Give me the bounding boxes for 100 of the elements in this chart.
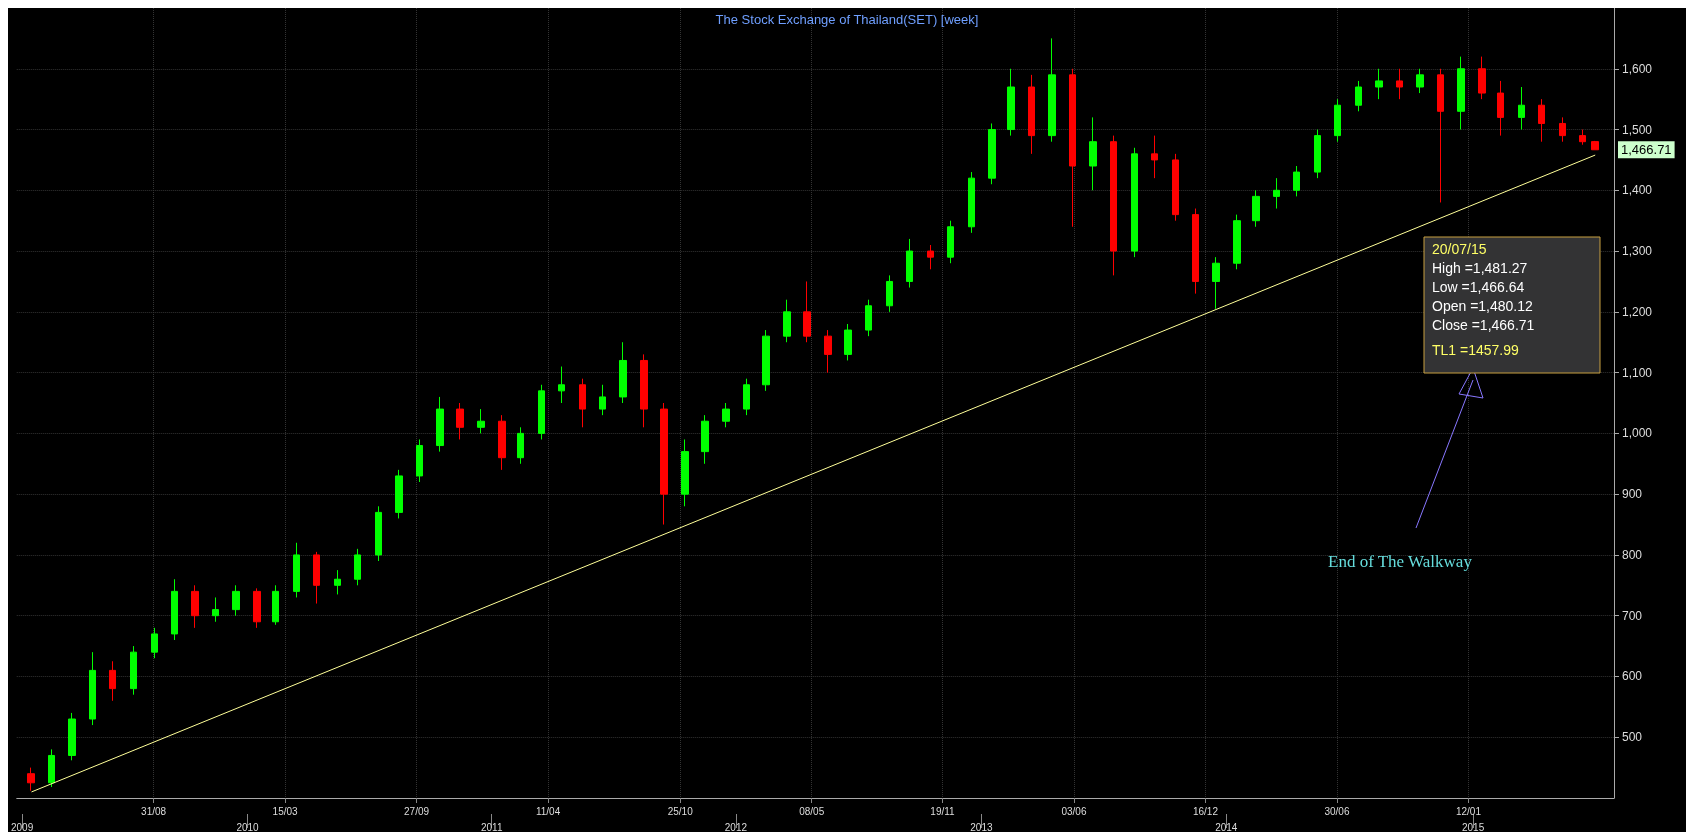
candlestick (1212, 256, 1220, 310)
candlestick (456, 402, 464, 440)
x-tick-label: 31/08 (141, 805, 167, 817)
candlestick (130, 645, 137, 696)
x-tick-label: 08/05 (799, 805, 825, 817)
candlestick (48, 748, 55, 788)
x2-tick-label: 2009 (11, 821, 34, 832)
candlestick (762, 329, 770, 392)
x2-tick-label: 2015 (1462, 821, 1485, 832)
candlestick (1355, 80, 1362, 112)
candlestick (1518, 86, 1525, 131)
annotation: 20/07/15 (1432, 241, 1487, 257)
candlestick (1192, 208, 1199, 295)
annotation: Close =1,466.71 (1432, 317, 1535, 333)
candlestick (293, 542, 300, 598)
annotation: Low =1,466.64 (1432, 279, 1525, 295)
x-tick-label: 16/12 (1192, 805, 1219, 817)
candlestick (1334, 98, 1341, 143)
candlestick (1089, 116, 1097, 191)
candlestick (232, 584, 240, 617)
chart-title: The Stock Exchange of Thailand(SET) [week] (715, 12, 979, 27)
x2-tick-label: 2011 (480, 821, 503, 832)
candlestick (660, 402, 668, 526)
candlestick (927, 244, 934, 270)
y-tick-label: 1,500 (1622, 122, 1653, 137)
x2-tick-label: 2013 (970, 821, 993, 832)
y-tick-label: 1,200 (1622, 304, 1653, 319)
candlestick (1007, 68, 1015, 137)
y-tick-label: 500 (1622, 730, 1643, 745)
candlestick (1069, 68, 1076, 228)
candlestick (212, 596, 219, 623)
candlestick (313, 551, 320, 605)
x-tick-label: 30/06 (1324, 805, 1350, 817)
candlestick (1579, 129, 1586, 146)
candlestick (354, 548, 361, 586)
candlestick (1591, 140, 1599, 151)
candlestick (1497, 80, 1504, 137)
candlestick (743, 378, 750, 416)
y-tick-label: 1,000 (1622, 426, 1653, 441)
candlestick (253, 587, 261, 629)
annotation: End of The Walkway (1328, 552, 1473, 571)
candlestick (334, 569, 341, 595)
candlestick (395, 469, 403, 519)
candlestick (1478, 56, 1486, 100)
candlestick (640, 353, 648, 428)
x-tick-label: 27/09 (404, 805, 430, 817)
candlestick (783, 299, 791, 343)
x-tick-label: 11/04 (535, 805, 561, 817)
candlestick (579, 378, 586, 428)
candlestick (1151, 135, 1158, 179)
candlestick (803, 280, 811, 343)
candlestick (947, 220, 954, 264)
candlestick (89, 651, 96, 726)
candlestick (436, 396, 444, 453)
candlestick (1131, 147, 1138, 258)
candlestick (1559, 116, 1566, 143)
candlestick (701, 414, 709, 465)
candlestick (1457, 56, 1465, 131)
candlestick (906, 238, 913, 289)
annotation: High =1,481.27 (1432, 260, 1528, 276)
candlestick (517, 426, 524, 465)
x-tick-label: 25/10 (667, 805, 694, 817)
candlestick (191, 584, 199, 629)
candlestick (619, 341, 627, 404)
candlestick (1252, 189, 1260, 228)
y-tick-label: 700 (1622, 608, 1643, 623)
y-tick-label: 900 (1622, 487, 1643, 502)
candlestick (824, 329, 832, 374)
candlestick (27, 767, 35, 792)
candlestick (1314, 129, 1321, 179)
candlestick (681, 438, 689, 507)
x-tick-label: 12/01 (1455, 805, 1482, 817)
candlestick (68, 712, 76, 761)
candlestick (844, 323, 852, 361)
x2-tick-label: 2012 (724, 821, 748, 832)
x2-tick-label: 2014 (1215, 821, 1238, 832)
text: 1,466.71 (1621, 142, 1672, 158)
candlestick (375, 505, 382, 562)
x-tick-label: 19/11 (930, 805, 956, 817)
x-tick-label: 03/06 (1061, 805, 1087, 817)
y-tick-label: 800 (1622, 547, 1643, 562)
candlestick (109, 660, 116, 702)
candlestick (272, 584, 279, 626)
y-tick-label: 1,600 (1622, 61, 1653, 76)
candlestick (865, 299, 872, 337)
candlestick (1273, 177, 1280, 210)
candlestick (1110, 135, 1117, 276)
candlestick (1375, 68, 1383, 100)
y-tick-label: 1,300 (1622, 244, 1653, 259)
candlestick (1233, 214, 1241, 270)
candlestick (1048, 37, 1056, 143)
candlestick (1028, 74, 1035, 155)
annotation: TL1 =1457.99 (1432, 342, 1520, 358)
candlestick (538, 384, 545, 440)
candlestick (171, 578, 178, 641)
candlestick (1293, 165, 1300, 197)
candlestick (1172, 153, 1179, 222)
y-tick-label: 600 (1622, 669, 1643, 684)
candlestick (558, 366, 565, 404)
y-tick-label: 1,100 (1622, 365, 1653, 380)
